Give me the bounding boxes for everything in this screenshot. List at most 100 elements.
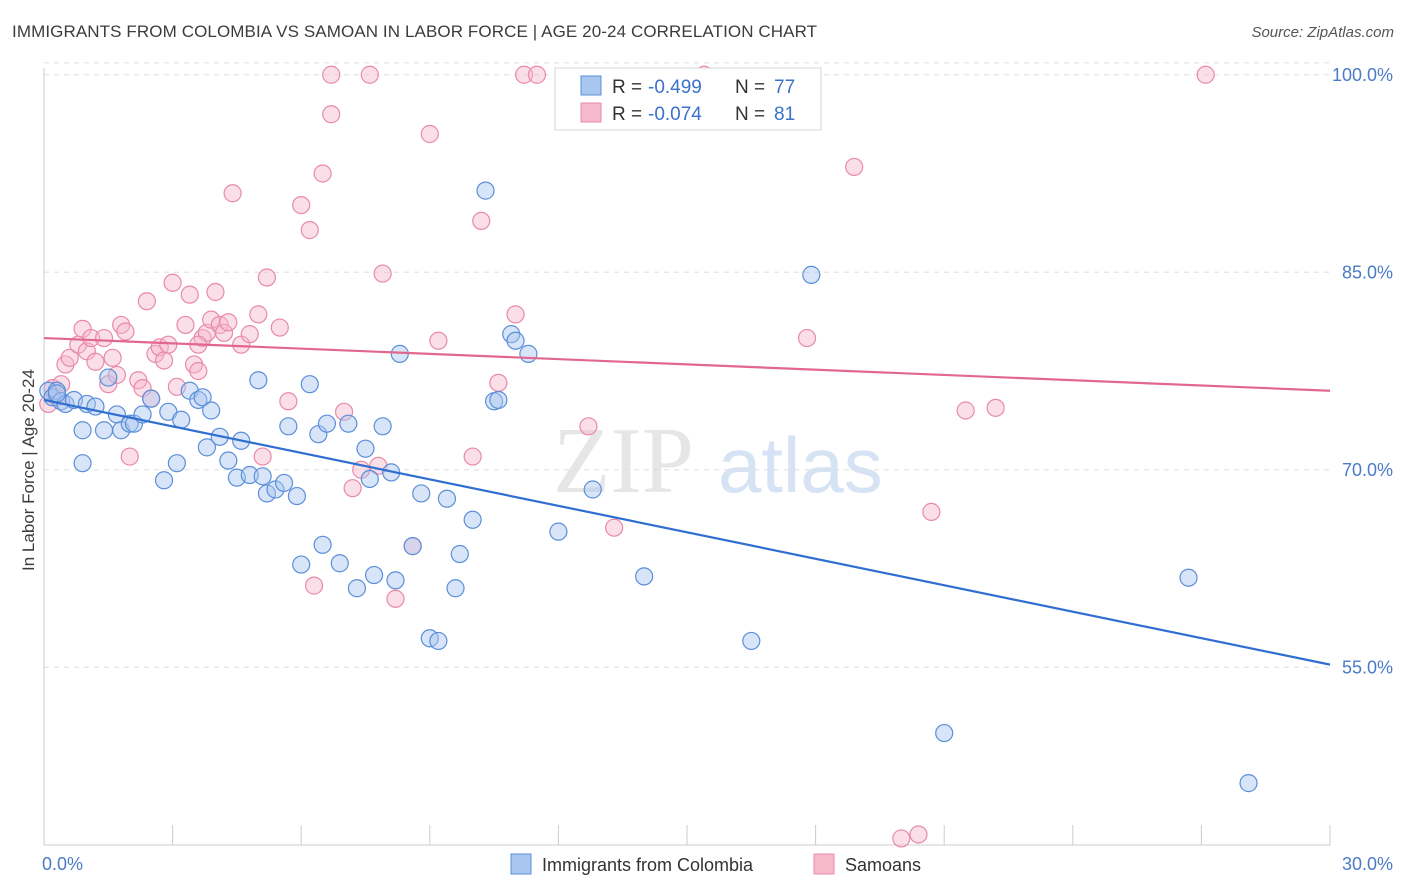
colombia-point xyxy=(339,414,358,433)
samoans-point xyxy=(892,829,911,848)
y-tick-label: 85.0% xyxy=(1342,262,1393,282)
samoans-point xyxy=(94,328,114,348)
colombia-point xyxy=(317,414,337,433)
stats-r-value-1: -0.499 xyxy=(648,77,702,98)
samoans-point xyxy=(956,401,975,420)
y-axis-title: In Labor Force | Age 20-24 xyxy=(19,369,38,571)
colombia-point xyxy=(403,537,422,556)
colombia-point xyxy=(412,484,431,503)
samoans-point xyxy=(240,325,259,344)
colombia-point xyxy=(292,555,311,574)
x-tick-label: 30.0% xyxy=(1342,854,1393,874)
samoans-point xyxy=(489,373,508,392)
samoans-point xyxy=(334,402,354,421)
stats-legend-swatch-samoans xyxy=(580,102,602,123)
colombia-point xyxy=(142,389,161,408)
samoans-point xyxy=(463,447,482,466)
legend-swatch-colombia xyxy=(510,853,532,875)
samoans-point xyxy=(579,417,598,436)
trend-line-samoans xyxy=(43,336,1331,392)
stats-n-label-2: N = xyxy=(735,104,765,125)
colombia-point xyxy=(583,480,602,499)
colombia-point xyxy=(274,473,294,493)
stats-r-label-2: R = xyxy=(612,104,642,125)
colombia-point xyxy=(249,371,268,390)
samoans-point xyxy=(279,392,298,411)
samoans-point xyxy=(180,285,199,304)
stats-n-label-1: N = xyxy=(735,77,765,98)
colombia-point xyxy=(330,554,349,573)
colombia-point xyxy=(47,384,66,403)
samoans-point xyxy=(797,328,817,348)
colombia-point xyxy=(300,375,319,394)
colombia-point xyxy=(167,454,186,473)
samoans-point xyxy=(249,305,268,324)
watermark-zip: ZIP xyxy=(553,409,694,513)
colombia-point xyxy=(446,579,465,598)
samoans-point xyxy=(86,352,105,371)
series-legend: Immigrants from Colombia Samoans xyxy=(510,853,921,875)
colombia-point xyxy=(386,571,405,590)
y-tick-label: 55.0% xyxy=(1342,657,1393,677)
tick-labels: 55.0% 70.0% 85.0% 100.0% 0.0% 30.0% xyxy=(42,65,1393,874)
samoans-point xyxy=(360,65,379,84)
samoans-point xyxy=(373,264,392,283)
stats-legend-swatch-colombia xyxy=(580,75,602,96)
colombia-point xyxy=(489,390,508,410)
samoans-point xyxy=(103,348,122,367)
colombia-point xyxy=(635,567,654,586)
samoans-point xyxy=(219,313,238,332)
samoans-point xyxy=(845,157,864,177)
samoans-point xyxy=(322,65,341,84)
samoans-point xyxy=(176,315,195,335)
colombia-point xyxy=(313,535,332,554)
colombia-point xyxy=(197,438,216,457)
samoans-point xyxy=(189,361,208,381)
colombia-point xyxy=(364,565,384,585)
samoans-point xyxy=(257,268,277,287)
legend-label-colombia: Immigrants from Colombia xyxy=(542,855,754,875)
samoans-point xyxy=(386,589,405,608)
samoans-point xyxy=(159,335,178,354)
stats-legend: R = -0.499 N = 77 R = -0.074 N = 81 xyxy=(554,67,822,131)
samoans-point xyxy=(909,825,928,844)
samoans-point xyxy=(82,328,101,348)
x-tick-label: 0.0% xyxy=(42,854,83,874)
samoans-point xyxy=(322,105,341,124)
samoans-point xyxy=(292,196,311,215)
stats-n-value-1: 77 xyxy=(774,77,795,98)
colombia-point xyxy=(1179,568,1198,587)
colombia-point xyxy=(99,368,118,387)
colombia-point xyxy=(94,421,114,440)
colombia-point xyxy=(202,401,221,420)
y-tick-label: 100.0% xyxy=(1332,65,1393,85)
colombia-point xyxy=(373,417,392,436)
samoans-point xyxy=(163,273,182,292)
samoans-point xyxy=(300,221,319,240)
samoans-point xyxy=(986,398,1005,417)
chart-title: IMMIGRANTS FROM COLOMBIA VS SAMOAN IN LA… xyxy=(12,22,818,41)
samoans-point xyxy=(120,447,139,466)
legend-swatch-samoans xyxy=(813,853,835,875)
colombia-point xyxy=(193,388,212,407)
samoans-point xyxy=(253,447,272,466)
samoans-point xyxy=(605,518,624,537)
colombia-point xyxy=(429,631,448,651)
axes xyxy=(43,68,1331,846)
stats-n-value-2: 81 xyxy=(774,104,795,125)
samoans-point xyxy=(472,211,491,230)
samoans-point xyxy=(527,65,547,84)
colombia-point xyxy=(253,467,272,486)
colombia-point xyxy=(279,417,298,436)
colombia-point xyxy=(549,522,568,541)
colombia-point xyxy=(356,439,375,458)
samoans-point xyxy=(214,323,234,342)
samoans-point xyxy=(223,184,242,203)
samoans-point xyxy=(313,164,332,183)
colombia-point xyxy=(519,344,538,363)
colombia-point xyxy=(287,486,307,506)
colombia-point xyxy=(1239,774,1258,793)
colombia-point xyxy=(742,631,761,651)
colombia-point xyxy=(463,510,482,529)
